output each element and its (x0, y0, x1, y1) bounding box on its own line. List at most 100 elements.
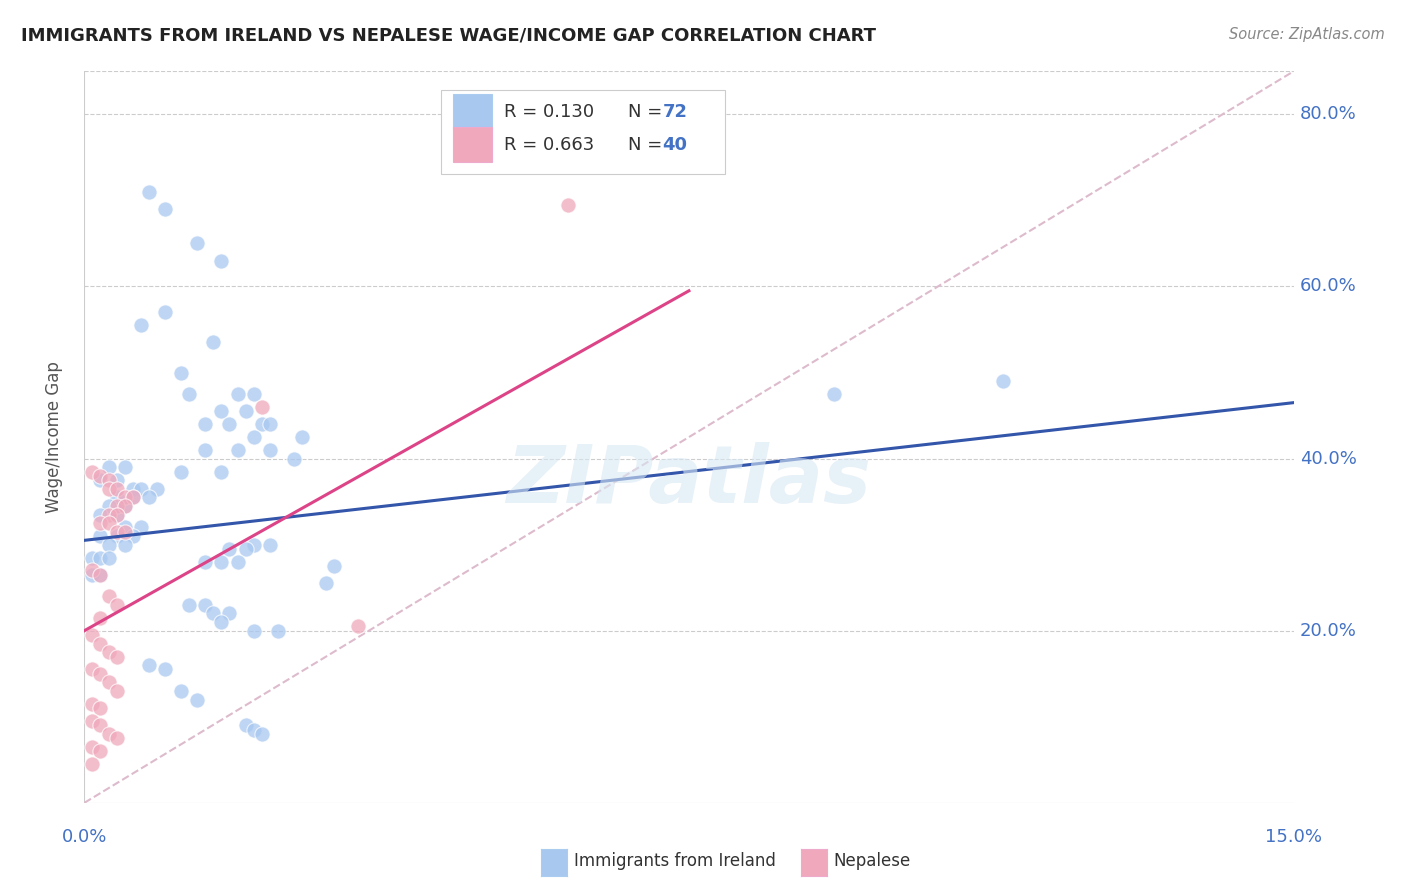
Text: R = 0.130: R = 0.130 (503, 103, 595, 120)
Point (202, 607, 225, 621)
Point (97, 538, 120, 552)
Point (82, 567, 104, 582)
Point (82, 662, 104, 676)
Point (242, 723, 264, 737)
Point (259, 538, 281, 552)
Point (97, 550, 120, 565)
Point (170, 465, 193, 479)
FancyBboxPatch shape (453, 94, 492, 129)
Point (97, 589, 120, 603)
Point (259, 417, 281, 432)
Point (97, 482, 120, 496)
Point (194, 417, 217, 432)
Point (121, 482, 143, 496)
Point (129, 318, 152, 333)
Point (121, 491, 143, 505)
FancyBboxPatch shape (453, 127, 492, 162)
Point (242, 624, 264, 638)
Point (209, 465, 232, 479)
Point (114, 538, 136, 552)
Point (138, 185, 160, 199)
Point (138, 658, 160, 673)
Point (97, 675, 120, 690)
Point (105, 491, 128, 505)
Point (146, 482, 169, 496)
Point (242, 387, 264, 401)
Text: IMMIGRANTS FROM IRELAND VS NEPALESE WAGE/INCOME GAP CORRELATION CHART: IMMIGRANTS FROM IRELAND VS NEPALESE WAGE… (21, 27, 876, 45)
Point (89, 567, 111, 582)
Point (105, 731, 128, 746)
Point (105, 524, 128, 539)
Point (993, 374, 1015, 388)
Point (97, 460, 120, 475)
Text: 20.0%: 20.0% (1299, 622, 1357, 640)
Text: 80.0%: 80.0% (1299, 105, 1357, 123)
Text: Source: ZipAtlas.com: Source: ZipAtlas.com (1229, 27, 1385, 42)
Point (186, 692, 208, 706)
Point (89, 473, 111, 487)
Point (89, 550, 111, 565)
Point (82, 757, 104, 772)
Point (218, 541, 240, 556)
Point (82, 465, 104, 479)
Point (114, 499, 136, 513)
Point (129, 520, 152, 534)
Point (114, 524, 136, 539)
Point (179, 598, 201, 612)
Point (82, 714, 104, 728)
Point (209, 555, 232, 569)
Point (226, 387, 249, 401)
Point (235, 541, 257, 556)
Point (226, 555, 249, 569)
Point (97, 473, 120, 487)
Text: 40: 40 (662, 136, 688, 153)
Point (138, 491, 160, 505)
FancyBboxPatch shape (441, 90, 725, 174)
Point (194, 598, 217, 612)
Point (153, 202, 176, 216)
Point (250, 727, 273, 741)
Point (89, 611, 111, 625)
Point (179, 387, 201, 401)
Point (235, 404, 257, 418)
Point (105, 482, 128, 496)
Point (259, 442, 281, 457)
Point (105, 598, 128, 612)
Text: N =: N = (628, 136, 668, 153)
Text: 0.0%: 0.0% (62, 829, 107, 847)
Point (89, 666, 111, 681)
Text: Immigrants from Ireland: Immigrants from Ireland (574, 852, 776, 870)
Point (105, 508, 128, 522)
Point (114, 491, 136, 505)
Point (89, 508, 111, 522)
Point (89, 516, 111, 530)
Point (209, 404, 232, 418)
Point (105, 508, 128, 522)
Point (105, 529, 128, 543)
Point (242, 430, 264, 444)
Text: 40.0%: 40.0% (1299, 450, 1357, 467)
Text: Nepalese: Nepalese (834, 852, 911, 870)
Point (114, 460, 136, 475)
Text: 72: 72 (662, 103, 688, 120)
Point (209, 615, 232, 629)
Point (153, 662, 176, 676)
Point (315, 576, 337, 591)
Point (250, 400, 273, 414)
Point (121, 491, 143, 505)
Point (283, 451, 305, 466)
Point (153, 305, 176, 319)
Point (105, 649, 128, 664)
Point (250, 417, 273, 432)
Point (105, 684, 128, 698)
Text: 15.0%: 15.0% (1265, 829, 1322, 847)
Point (82, 697, 104, 711)
Point (97, 516, 120, 530)
Point (97, 645, 120, 659)
Point (226, 442, 249, 457)
Point (242, 538, 264, 552)
Point (194, 442, 217, 457)
Point (209, 253, 232, 268)
Point (129, 482, 152, 496)
Text: 60.0%: 60.0% (1299, 277, 1357, 295)
